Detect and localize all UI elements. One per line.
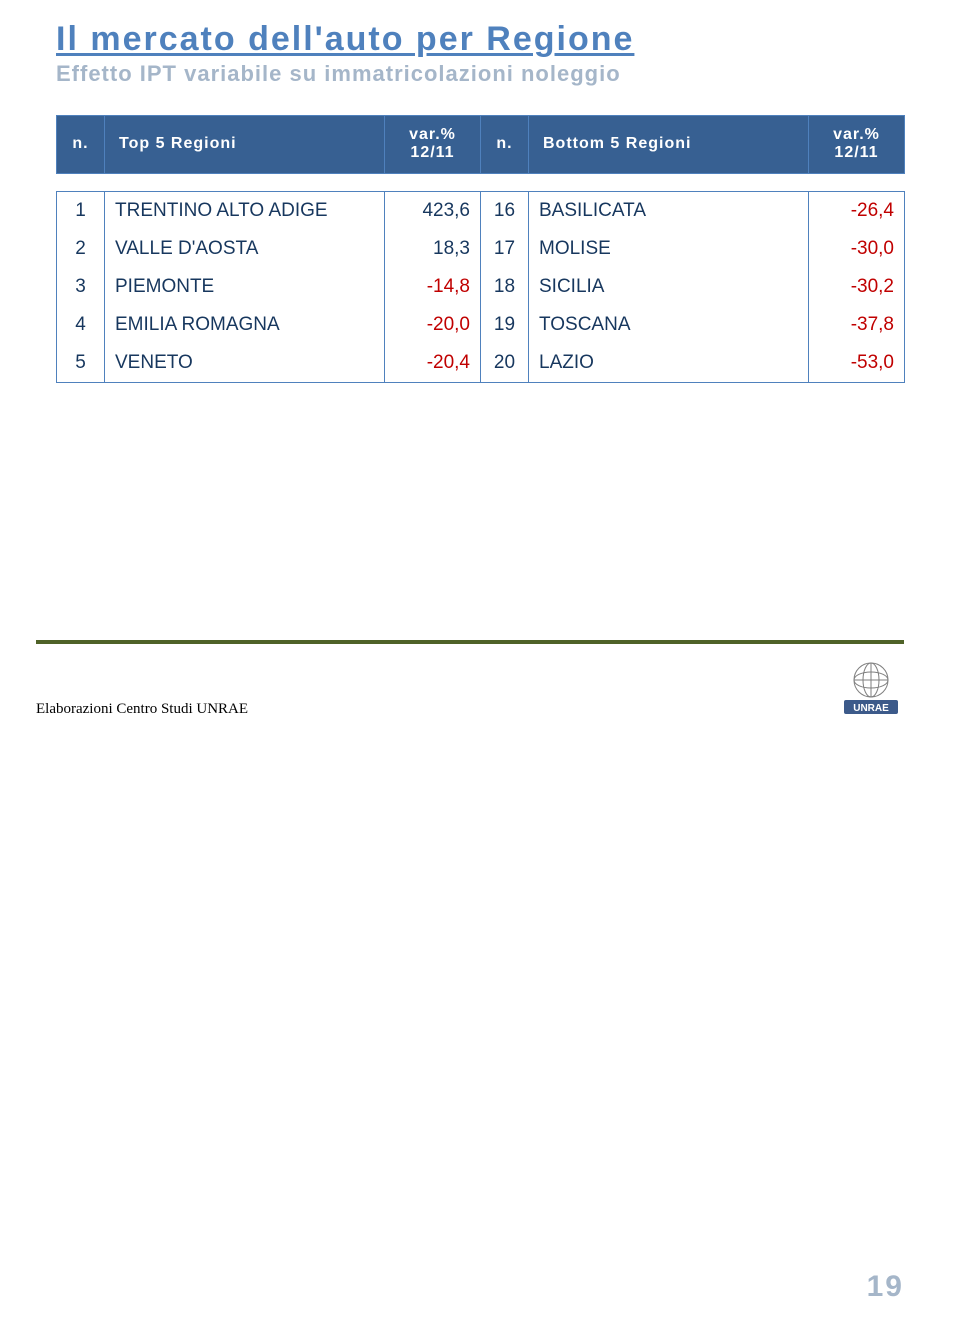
row-bot-val: -53,0 <box>809 344 905 383</box>
col-var-right: var.% 12/11 <box>809 116 905 174</box>
row-top-val: -20,0 <box>385 306 481 344</box>
table-row: 4EMILIA ROMAGNA-20,019TOSCANA-37,8 <box>57 306 905 344</box>
table-row: 2VALLE D'AOSTA18,317MOLISE-30,0 <box>57 230 905 268</box>
row-top-name: PIEMONTE <box>105 268 385 306</box>
table-row: 1TRENTINO ALTO ADIGE423,616BASILICATA-26… <box>57 191 905 230</box>
table-row: 3PIEMONTE-14,818SICILIA-30,2 <box>57 268 905 306</box>
row-top-name: VENETO <box>105 344 385 383</box>
row-top-val: -20,4 <box>385 344 481 383</box>
table-row: 5VENETO-20,420LAZIO-53,0 <box>57 344 905 383</box>
var-line1: var.% <box>409 126 456 143</box>
row-index-right: 19 <box>481 306 529 344</box>
row-index-right: 20 <box>481 344 529 383</box>
row-bot-name: LAZIO <box>529 344 809 383</box>
col-bottom-regions: Bottom 5 Regioni <box>529 116 809 174</box>
page-title: Il mercato dell'auto per Regione <box>56 20 904 59</box>
var-line2: 12/11 <box>834 144 878 161</box>
row-bot-val: -37,8 <box>809 306 905 344</box>
row-bot-val: -26,4 <box>809 191 905 230</box>
row-top-val: 18,3 <box>385 230 481 268</box>
row-index-left: 3 <box>57 268 105 306</box>
page-subtitle: Effetto IPT variabile su immatricolazion… <box>56 61 904 87</box>
table-header: n. Top 5 Regioni var.% 12/11 n. Bottom 5… <box>57 116 905 174</box>
row-top-val: -14,8 <box>385 268 481 306</box>
col-n-right: n. <box>481 116 529 174</box>
footer-credit: Elaborazioni Centro Studi UNRAE <box>36 701 248 718</box>
row-bot-name: BASILICATA <box>529 191 809 230</box>
row-bot-name: SICILIA <box>529 268 809 306</box>
row-bot-name: TOSCANA <box>529 306 809 344</box>
col-n-left: n. <box>57 116 105 174</box>
page-number: 19 <box>867 1270 904 1304</box>
row-index-right: 17 <box>481 230 529 268</box>
row-index-right: 18 <box>481 268 529 306</box>
unrae-logo: UNRAE <box>838 662 904 718</box>
footer-rule <box>36 640 904 644</box>
row-bot-name: MOLISE <box>529 230 809 268</box>
row-bot-val: -30,2 <box>809 268 905 306</box>
row-top-name: EMILIA ROMAGNA <box>105 306 385 344</box>
var-line1: var.% <box>833 126 880 143</box>
regions-table: n. Top 5 Regioni var.% 12/11 n. Bottom 5… <box>56 115 905 383</box>
row-top-val: 423,6 <box>385 191 481 230</box>
row-bot-val: -30,0 <box>809 230 905 268</box>
row-top-name: TRENTINO ALTO ADIGE <box>105 191 385 230</box>
row-index-left: 2 <box>57 230 105 268</box>
col-top-regions: Top 5 Regioni <box>105 116 385 174</box>
row-top-name: VALLE D'AOSTA <box>105 230 385 268</box>
row-index-left: 4 <box>57 306 105 344</box>
var-line2: 12/11 <box>410 144 454 161</box>
row-index-right: 16 <box>481 191 529 230</box>
logo-text: UNRAE <box>853 703 889 714</box>
col-var-left: var.% 12/11 <box>385 116 481 174</box>
row-index-left: 1 <box>57 191 105 230</box>
row-index-left: 5 <box>57 344 105 383</box>
